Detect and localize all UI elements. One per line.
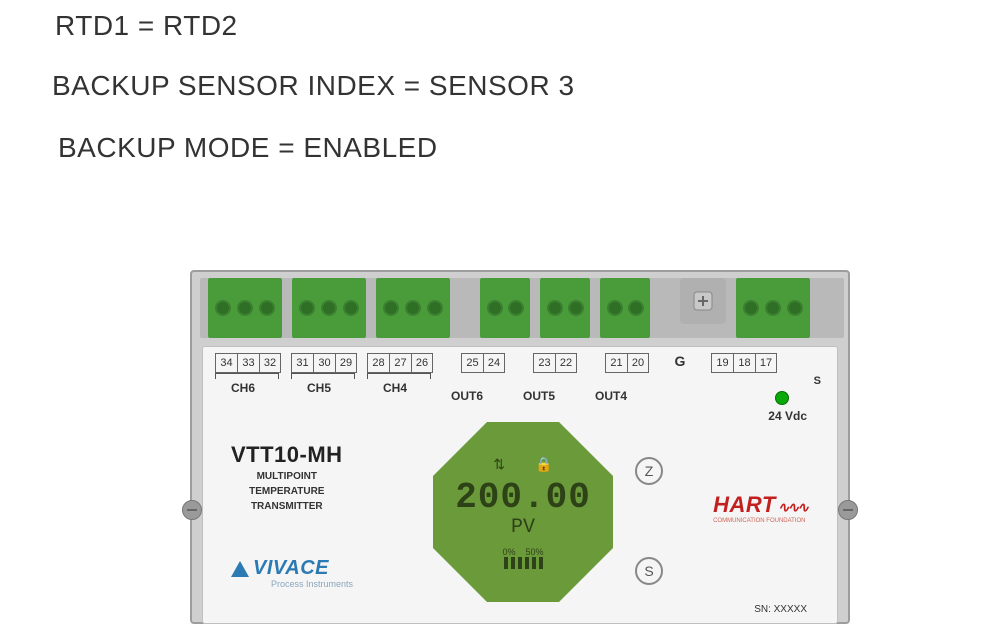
display-value: 200.00 [455, 477, 591, 518]
terminal-block [480, 278, 530, 338]
power-led-icon [775, 391, 789, 405]
ground-label: G [659, 353, 701, 369]
pin-group-out4: 2120 [605, 353, 649, 373]
label-ch6: CH6 [231, 381, 255, 395]
config-line-2: BACKUP SENSOR INDEX = SENSOR 3 [52, 70, 575, 102]
bar-label-right: 50% [526, 547, 544, 557]
terminal-block [540, 278, 590, 338]
model-subtitle-1: MULTIPOINT [231, 470, 343, 483]
label-out5: OUT5 [523, 389, 555, 403]
faceplate: 343332 313029 282726 2524 2322 2120 G 19… [202, 346, 838, 624]
bar-label-left: 0% [502, 547, 515, 557]
config-line-3: BACKUP MODE = ENABLED [58, 132, 438, 164]
vivace-text: VIVACE [253, 557, 329, 580]
z-button[interactable]: Z [635, 457, 663, 485]
model-block: VTT10-MH MULTIPOINT TEMPERATURE TRANSMIT… [231, 442, 343, 513]
power-label: 24 Vdc [768, 409, 807, 423]
label-out4: OUT4 [595, 389, 627, 403]
comm-icon: ⇅ [493, 456, 505, 473]
terminal-block [376, 278, 450, 338]
terminal-block [292, 278, 366, 338]
bargraph-ticks [504, 557, 543, 569]
lock-icon: 🔒 [535, 456, 552, 473]
hart-logo: HART∿∿∿ COMMUNICATION FOUNDATION [713, 492, 807, 524]
ground-terminal [680, 278, 726, 324]
pin-group-out5: 2322 [533, 353, 577, 373]
s-button[interactable]: S [635, 557, 663, 585]
hart-subtitle: COMMUNICATION FOUNDATION [713, 518, 807, 524]
pin-group-out6: 2524 [461, 353, 505, 373]
terminal-row [208, 278, 832, 338]
model-title: VTT10-MH [231, 442, 343, 468]
bracket-ch6 [215, 373, 279, 379]
pin-group-ch6: 343332 [215, 353, 281, 373]
vivace-subtitle: Process Instruments [271, 579, 353, 589]
label-out6: OUT6 [451, 389, 483, 403]
hart-wave-icon: ∿∿∿ [778, 499, 807, 516]
model-subtitle-3: TRANSMITTER [231, 500, 343, 513]
pin-group-ch5: 313029 [291, 353, 357, 373]
terminal-block [736, 278, 810, 338]
vivace-triangle-icon [231, 561, 249, 577]
chassis-screw-icon [182, 500, 202, 520]
bracket-ch5 [291, 373, 355, 379]
hart-text: HART [713, 492, 776, 517]
chassis-screw-icon [838, 500, 858, 520]
config-line-1: RTD1 = RTD2 [55, 10, 238, 42]
s-label: S [814, 375, 821, 387]
serial-number: SN: XXXXX [754, 604, 807, 615]
pin-group-ch4: 282726 [367, 353, 433, 373]
ground-screw-icon [692, 290, 714, 312]
model-subtitle-2: TEMPERATURE [231, 485, 343, 498]
pin-group-power: 191817 [711, 353, 777, 373]
terminal-block [208, 278, 282, 338]
display-unit: PV [511, 516, 535, 539]
bracket-ch4 [367, 373, 431, 379]
label-ch4: CH4 [383, 381, 407, 395]
terminal-block [600, 278, 650, 338]
lcd-display: ⇅ 🔒 200.00 PV 0% 50% [433, 422, 613, 602]
device: 343332 313029 282726 2524 2322 2120 G 19… [190, 270, 850, 624]
label-ch5: CH5 [307, 381, 331, 395]
